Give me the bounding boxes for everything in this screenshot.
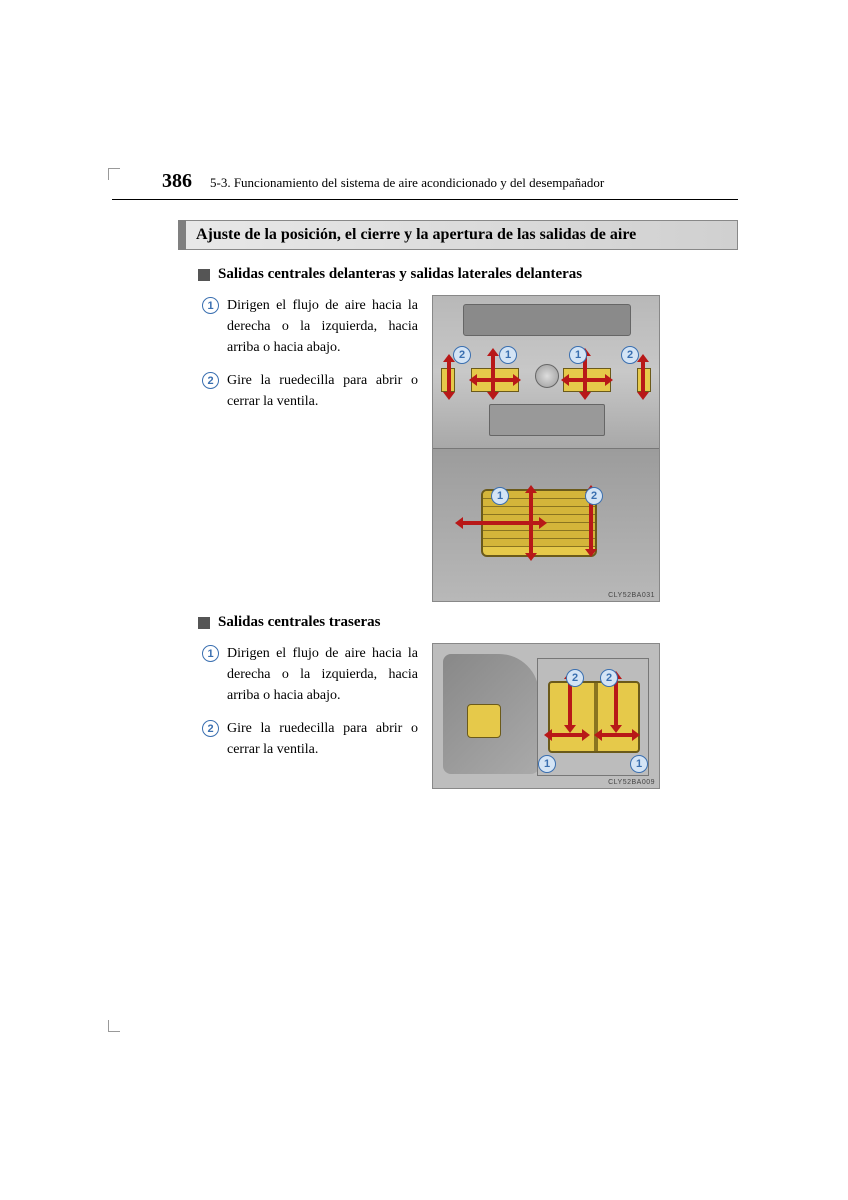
arrow-icon	[447, 362, 451, 392]
rear-vent-closeup-box: 2 2 1 1	[537, 658, 649, 776]
callout-badge: 1	[491, 487, 509, 505]
subsection-header: Salidas centrales traseras	[198, 614, 738, 631]
step-badge-1: 1	[202, 645, 219, 662]
subsection-header: Salidas centrales delanteras y salidas l…	[198, 266, 738, 283]
subsection-title: Salidas centrales delanteras y salidas l…	[218, 266, 582, 283]
arrow-icon	[463, 521, 539, 525]
callout-badge: 1	[538, 755, 556, 773]
page-number: 386	[112, 170, 192, 193]
figure-code: CLY52BA031	[608, 592, 655, 599]
subsection-title: Salidas centrales traseras	[218, 614, 380, 631]
step-badge-2: 2	[202, 720, 219, 737]
step-text: Gire la ruedecilla para abrir o cerrar l…	[227, 718, 418, 760]
callout-badge: 2	[600, 669, 618, 687]
page-content: 386 5-3. Funcionamiento del sistema de a…	[112, 170, 738, 801]
arrow-icon	[602, 733, 632, 737]
callout-badge: 2	[453, 346, 471, 364]
callout-badge: 1	[569, 346, 587, 364]
figure-code: CLY52BA009	[608, 779, 655, 786]
figure-column: 2 2 1 1 CLY52BA009	[432, 643, 660, 789]
rear-vent-closeup	[548, 681, 640, 753]
arrow-icon	[552, 733, 582, 737]
step-text: Gire la ruedecilla para abrir o cerrar l…	[227, 370, 418, 412]
step-badge-2: 2	[202, 372, 219, 389]
dashboard-side-vent-illustration: 1 2	[433, 448, 659, 601]
rear-armrest-shape	[443, 654, 539, 774]
figure-column: 2 1 1 2 1 2 CLY52BA031	[432, 295, 660, 602]
section-path: 5-3. Funcionamiento del sistema de aire …	[210, 175, 604, 191]
callout-badge: 2	[621, 346, 639, 364]
subsection-rear-outlets: Salidas centrales traseras	[198, 614, 738, 631]
section-title: Ajuste de la posición, el cierre y la ap…	[186, 220, 738, 250]
title-accent-stripe	[178, 220, 186, 250]
text-column: 1 Dirigen el flujo de aire hacia la dere…	[202, 643, 418, 772]
crop-mark-bottom-left	[108, 1020, 120, 1032]
callout-badge: 1	[499, 346, 517, 364]
arrow-icon	[614, 679, 618, 725]
step-text: Dirigen el flujo de aire hacia la derech…	[227, 295, 418, 358]
square-bullet-icon	[198, 617, 210, 629]
arrow-icon	[641, 362, 645, 392]
arrow-icon	[491, 356, 495, 392]
center-knob-shape	[535, 364, 559, 388]
list-item: 2 Gire la ruedecilla para abrir o cerrar…	[202, 370, 418, 412]
figure-rear-vents: 2 2 1 1 CLY52BA009	[432, 643, 660, 789]
content-row-front: 1 Dirigen el flujo de aire hacia la dere…	[202, 295, 738, 602]
callout-badge: 1	[630, 755, 648, 773]
page-header: 386 5-3. Funcionamiento del sistema de a…	[112, 170, 738, 200]
radio-panel-shape	[489, 404, 605, 436]
arrow-icon	[477, 378, 513, 382]
content-row-rear: 1 Dirigen el flujo de aire hacia la dere…	[202, 643, 738, 789]
nav-screen-shape	[463, 304, 631, 336]
section-title-bar: Ajuste de la posición, el cierre y la ap…	[178, 220, 738, 250]
callout-badge: 2	[566, 669, 584, 687]
dashboard-top-illustration: 2 1 1 2	[433, 296, 659, 448]
arrow-icon	[529, 493, 533, 553]
square-bullet-icon	[198, 269, 210, 281]
step-text: Dirigen el flujo de aire hacia la derech…	[227, 643, 418, 706]
figure-front-vents: 2 1 1 2 1 2 CLY52BA031	[432, 295, 660, 602]
arrow-icon	[569, 378, 605, 382]
list-item: 1 Dirigen el flujo de aire hacia la dere…	[202, 643, 418, 706]
text-column: 1 Dirigen el flujo de aire hacia la dere…	[202, 295, 418, 424]
subsection-front-outlets: Salidas centrales delanteras y salidas l…	[198, 266, 738, 283]
callout-badge: 2	[585, 487, 603, 505]
list-item: 2 Gire la ruedecilla para abrir o cerrar…	[202, 718, 418, 760]
rear-vent-small	[467, 704, 501, 738]
step-badge-1: 1	[202, 297, 219, 314]
list-item: 1 Dirigen el flujo de aire hacia la dere…	[202, 295, 418, 358]
